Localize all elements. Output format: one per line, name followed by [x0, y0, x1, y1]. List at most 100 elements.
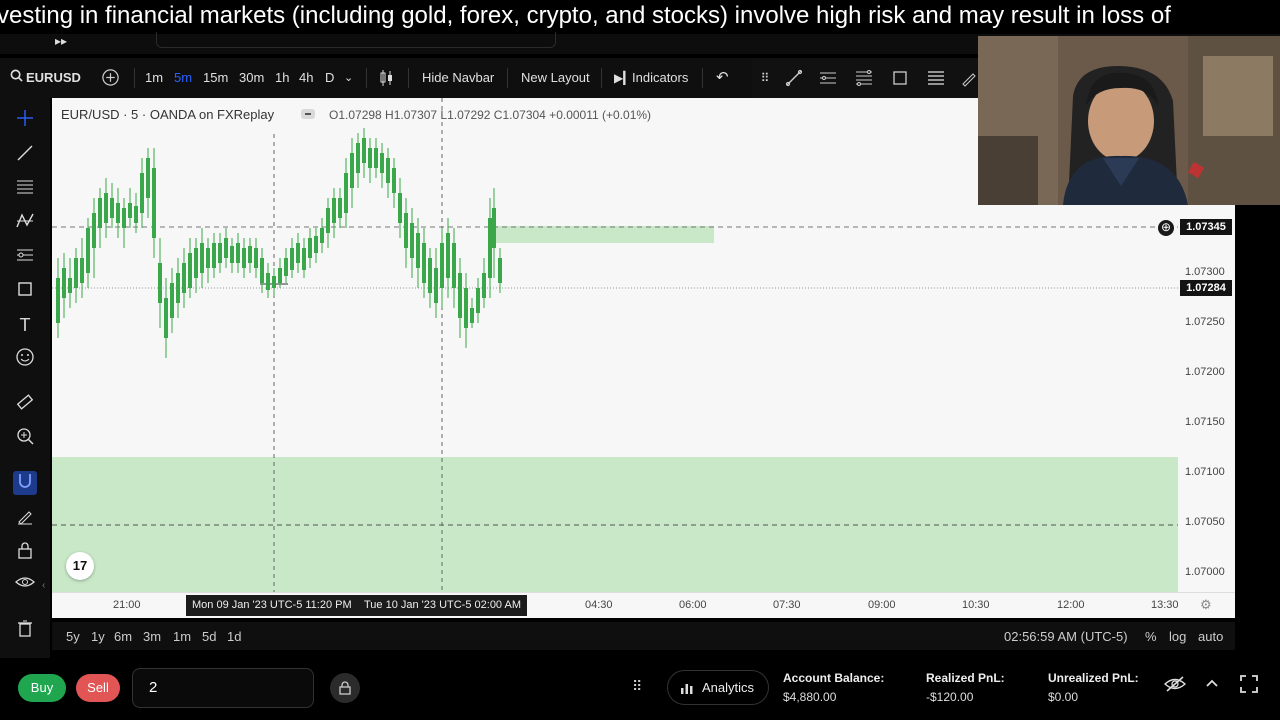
interval-30m[interactable]: 30m: [239, 70, 265, 85]
interval-d[interactable]: D: [325, 70, 335, 85]
hide-eye-slash-icon[interactable]: [1163, 675, 1187, 698]
ruler-icon[interactable]: [13, 392, 37, 416]
time-axis[interactable]: 21:00 Mon 09 Jan '23 UTC-5 11:20 PM Tue …: [52, 592, 1235, 618]
crosshair-time-label-2: Tue 10 Jan '23 UTC-5 02:00 AM: [358, 595, 527, 616]
trend-line-icon[interactable]: [785, 69, 803, 87]
range-5y[interactable]: 5y: [66, 629, 80, 644]
candle-body: [80, 258, 84, 283]
add-alert-plus-icon[interactable]: ⊕: [1158, 220, 1174, 236]
indicators-button[interactable]: Indicators: [632, 70, 689, 85]
price-chart[interactable]: EUR/USD · 5 · OANDA on FXReplay O1.07298…: [52, 98, 1235, 592]
candle-body: [416, 233, 420, 268]
brush-icon[interactable]: [960, 69, 978, 87]
shape-tool-icon[interactable]: [13, 279, 37, 303]
divider: [134, 68, 135, 88]
axis-settings-gear-icon[interactable]: ⚙: [1200, 597, 1212, 612]
range-3m[interactable]: 3m: [143, 629, 162, 644]
interval-4h[interactable]: 4h: [299, 70, 314, 85]
range-1y[interactable]: 1y: [91, 629, 105, 644]
supply-zone-rectangle[interactable]: [492, 226, 714, 243]
horizontal-lines-icon[interactable]: [819, 69, 837, 87]
realized-pnl: Realized PnL: -$120.00: [926, 669, 1005, 707]
log-scale-toggle[interactable]: log: [1169, 629, 1187, 644]
symbol-search-icon[interactable]: [10, 69, 23, 87]
candle-body: [200, 243, 204, 273]
candle-body: [116, 203, 120, 223]
pattern-tool-icon[interactable]: [13, 211, 37, 235]
quantity-input[interactable]: 2: [132, 668, 314, 708]
tradingview-logo[interactable]: 17: [66, 552, 94, 580]
price-label: 1.07000: [1185, 566, 1225, 578]
auto-scale-toggle[interactable]: auto: [1198, 629, 1224, 644]
range-5d[interactable]: 5d: [202, 629, 217, 644]
magnet-icon[interactable]: [13, 471, 37, 495]
ohlc-readout: O1.07298 H1.07307 L1.07292 C1.07304 +0.0…: [329, 108, 652, 122]
range-bar: 5y 1y 6m 3m 1m 5d 1d 02:56:59 AM (UTC-5)…: [52, 622, 1235, 650]
alert-price-tag[interactable]: 1.07345: [1180, 219, 1232, 235]
collapse-toolbar-arrow-icon[interactable]: ‹: [42, 580, 46, 591]
candle-body: [248, 246, 252, 263]
chart-type-candles-icon[interactable]: [379, 69, 394, 92]
lock-drawings-icon[interactable]: [13, 540, 37, 564]
hide-drawings-eye-icon[interactable]: [13, 572, 37, 596]
range-6m[interactable]: 6m: [114, 629, 133, 644]
range-1d[interactable]: 1d: [227, 629, 242, 644]
analytics-button[interactable]: Analytics: [667, 670, 769, 705]
interval-15m[interactable]: 15m: [203, 70, 229, 85]
indicators-icon[interactable]: ▶▎: [614, 71, 633, 85]
time-label: 04:30: [585, 599, 613, 611]
fib-tool-icon[interactable]: [13, 177, 37, 201]
price-label: 1.07250: [1185, 316, 1225, 328]
interval-5m[interactable]: 5m: [174, 70, 193, 85]
sell-button[interactable]: Sell: [76, 674, 120, 702]
crosshair-icon[interactable]: [13, 108, 37, 132]
candle-body: [176, 273, 180, 303]
symbol-button[interactable]: EURUSD: [26, 70, 81, 85]
percent-scale-toggle[interactable]: %: [1145, 629, 1157, 644]
candle-body: [266, 273, 270, 290]
interval-dropdown-chevron-icon[interactable]: ⌄: [344, 72, 354, 84]
text-tool-icon[interactable]: T: [19, 315, 31, 335]
collapse-arrows-icon[interactable]: ▸▸: [55, 34, 68, 48]
candle-body: [92, 213, 96, 248]
candle-body: [338, 198, 342, 218]
delete-drawings-trash-icon[interactable]: [13, 618, 37, 642]
chevron-up-icon[interactable]: [1204, 675, 1220, 696]
candle-body: [380, 153, 384, 173]
stay-in-drawing-icon[interactable]: [13, 506, 37, 530]
fullscreen-icon[interactable]: [1240, 675, 1258, 698]
top-input-box[interactable]: [156, 32, 556, 48]
candle-body: [290, 248, 294, 270]
emoji-tool-icon[interactable]: [13, 347, 37, 371]
chart-canvas[interactable]: [52, 98, 1235, 592]
forecast-tool-icon[interactable]: [13, 245, 37, 269]
symbol-legend[interactable]: EUR/USD · 5 · OANDA on FXReplay: [61, 107, 275, 122]
candle-body: [218, 243, 222, 263]
range-1m[interactable]: 1m: [173, 629, 192, 644]
interval-1h[interactable]: 1h: [275, 70, 290, 85]
time-label: 12:00: [1057, 599, 1085, 611]
interval-1m[interactable]: 1m: [145, 70, 164, 85]
zoom-in-icon[interactable]: [13, 426, 37, 450]
compare-add-icon[interactable]: [101, 68, 120, 92]
hide-navbar-button[interactable]: Hide Navbar: [422, 70, 495, 85]
rectangle-icon[interactable]: [891, 69, 909, 87]
candle-body: [182, 263, 186, 293]
buy-button[interactable]: Buy: [18, 674, 66, 702]
hide-series-icon[interactable]: [301, 109, 315, 119]
undo-icon[interactable]: ↶: [716, 69, 729, 86]
grid-menu-icon[interactable]: ⠿: [632, 678, 643, 694]
timezone-clock[interactable]: 02:56:59 AM (UTC-5): [1004, 629, 1128, 644]
candle-body: [482, 273, 486, 298]
text-lines-icon[interactable]: [927, 69, 945, 87]
new-layout-button[interactable]: New Layout: [521, 70, 590, 85]
fib-retracement-icon[interactable]: [855, 69, 873, 87]
candle-body: [236, 243, 240, 263]
lock-icon[interactable]: [330, 673, 360, 703]
trend-line-tool-icon[interactable]: [13, 143, 37, 167]
unrealized-pnl-value: $0.00: [1048, 690, 1079, 704]
risk-disclaimer-marquee: vesting in financial markets (including …: [0, 0, 1280, 34]
drag-handle-icon[interactable]: ⠿: [760, 71, 770, 85]
time-label: 07:30: [773, 599, 801, 611]
divider: [366, 68, 367, 88]
